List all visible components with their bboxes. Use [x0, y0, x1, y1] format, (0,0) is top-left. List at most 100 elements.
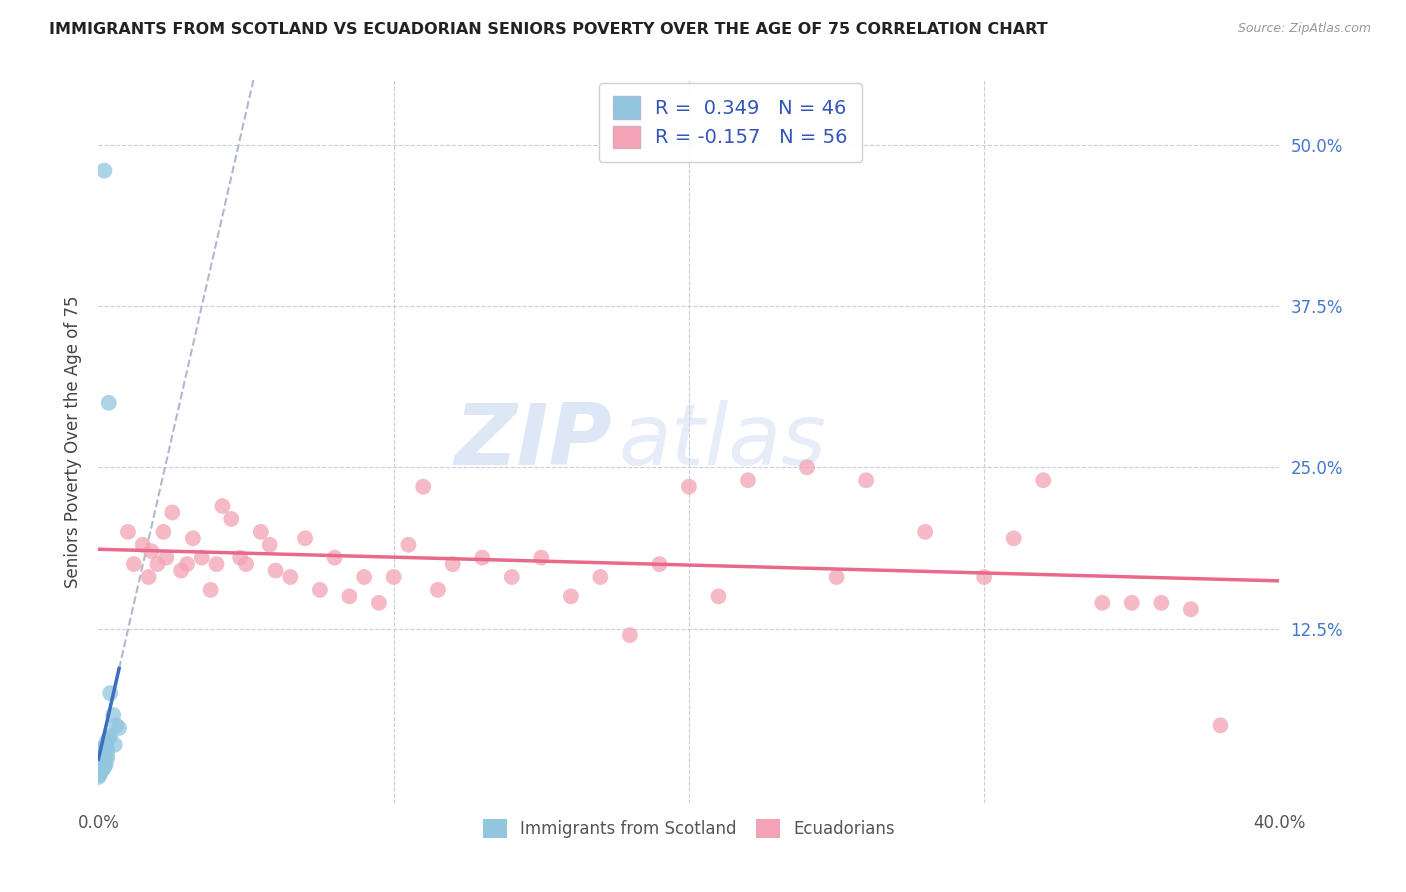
Point — [132, 538, 155, 552]
Text: ZIP: ZIP — [454, 400, 612, 483]
Point — [323, 550, 346, 565]
Point — [91, 760, 114, 774]
Point — [87, 761, 110, 775]
Point — [97, 396, 120, 410]
Point — [87, 760, 110, 774]
Point — [87, 755, 110, 769]
Point — [96, 744, 118, 758]
Point — [250, 524, 273, 539]
Text: Source: ZipAtlas.com: Source: ZipAtlas.com — [1237, 22, 1371, 36]
Point — [560, 590, 582, 604]
Point — [211, 499, 233, 513]
Point — [89, 767, 111, 781]
Point — [98, 686, 121, 700]
Point — [855, 473, 877, 487]
Point — [339, 590, 361, 604]
Point — [93, 760, 115, 774]
Point — [427, 582, 450, 597]
Legend: Immigrants from Scotland, Ecuadorians: Immigrants from Scotland, Ecuadorians — [477, 813, 901, 845]
Point — [89, 760, 111, 774]
Point — [94, 750, 117, 764]
Point — [1180, 602, 1202, 616]
Point — [96, 750, 118, 764]
Point — [648, 557, 671, 571]
Point — [200, 582, 222, 597]
Y-axis label: Seniors Poverty Over the Age of 75: Seniors Poverty Over the Age of 75 — [63, 295, 82, 588]
Point — [108, 721, 131, 735]
Point — [1091, 596, 1114, 610]
Point — [93, 757, 115, 772]
Point — [138, 570, 160, 584]
Point — [294, 531, 316, 545]
Point — [91, 749, 114, 764]
Point — [1150, 596, 1173, 610]
Point — [398, 538, 420, 552]
Point — [152, 524, 174, 539]
Point — [825, 570, 848, 584]
Point — [117, 524, 139, 539]
Point — [94, 757, 117, 772]
Point — [105, 718, 128, 732]
Point — [441, 557, 464, 571]
Point — [1121, 596, 1143, 610]
Point — [353, 570, 375, 584]
Point — [90, 760, 112, 774]
Point — [259, 538, 281, 552]
Point — [382, 570, 405, 584]
Text: IMMIGRANTS FROM SCOTLAND VS ECUADORIAN SENIORS POVERTY OVER THE AGE OF 75 CORREL: IMMIGRANTS FROM SCOTLAND VS ECUADORIAN S… — [49, 22, 1047, 37]
Point — [146, 557, 169, 571]
Point — [235, 557, 257, 571]
Point — [280, 570, 302, 584]
Point — [90, 747, 112, 761]
Point — [176, 557, 198, 571]
Point — [707, 590, 730, 604]
Point — [104, 738, 127, 752]
Point — [87, 762, 110, 776]
Point — [96, 734, 118, 748]
Point — [87, 764, 110, 778]
Point — [501, 570, 523, 584]
Point — [309, 582, 332, 597]
Point — [89, 755, 111, 769]
Point — [471, 550, 494, 565]
Point — [89, 764, 111, 779]
Point — [90, 764, 112, 778]
Point — [87, 766, 110, 780]
Point — [98, 729, 121, 743]
Point — [89, 750, 111, 764]
Point — [90, 757, 112, 772]
Point — [264, 564, 287, 578]
Point — [91, 762, 114, 776]
Point — [94, 738, 117, 752]
Point — [93, 744, 115, 758]
Point — [89, 762, 111, 776]
Point — [87, 750, 110, 764]
Text: atlas: atlas — [619, 400, 827, 483]
Point — [87, 757, 110, 772]
Point — [796, 460, 818, 475]
Point — [191, 550, 214, 565]
Point — [221, 512, 243, 526]
Point — [93, 163, 115, 178]
Point — [87, 767, 110, 781]
Point — [1209, 718, 1232, 732]
Point — [91, 755, 114, 769]
Point — [678, 480, 700, 494]
Point — [122, 557, 145, 571]
Point — [1002, 531, 1025, 545]
Point — [155, 550, 177, 565]
Point — [530, 550, 553, 565]
Point — [93, 750, 115, 764]
Point — [737, 473, 759, 487]
Point — [162, 506, 183, 520]
Point — [87, 770, 110, 784]
Point — [368, 596, 391, 610]
Point — [1032, 473, 1054, 487]
Point — [181, 531, 204, 545]
Point — [229, 550, 252, 565]
Point — [170, 564, 193, 578]
Point — [205, 557, 228, 571]
Point — [90, 755, 112, 769]
Point — [97, 731, 120, 746]
Point — [141, 544, 163, 558]
